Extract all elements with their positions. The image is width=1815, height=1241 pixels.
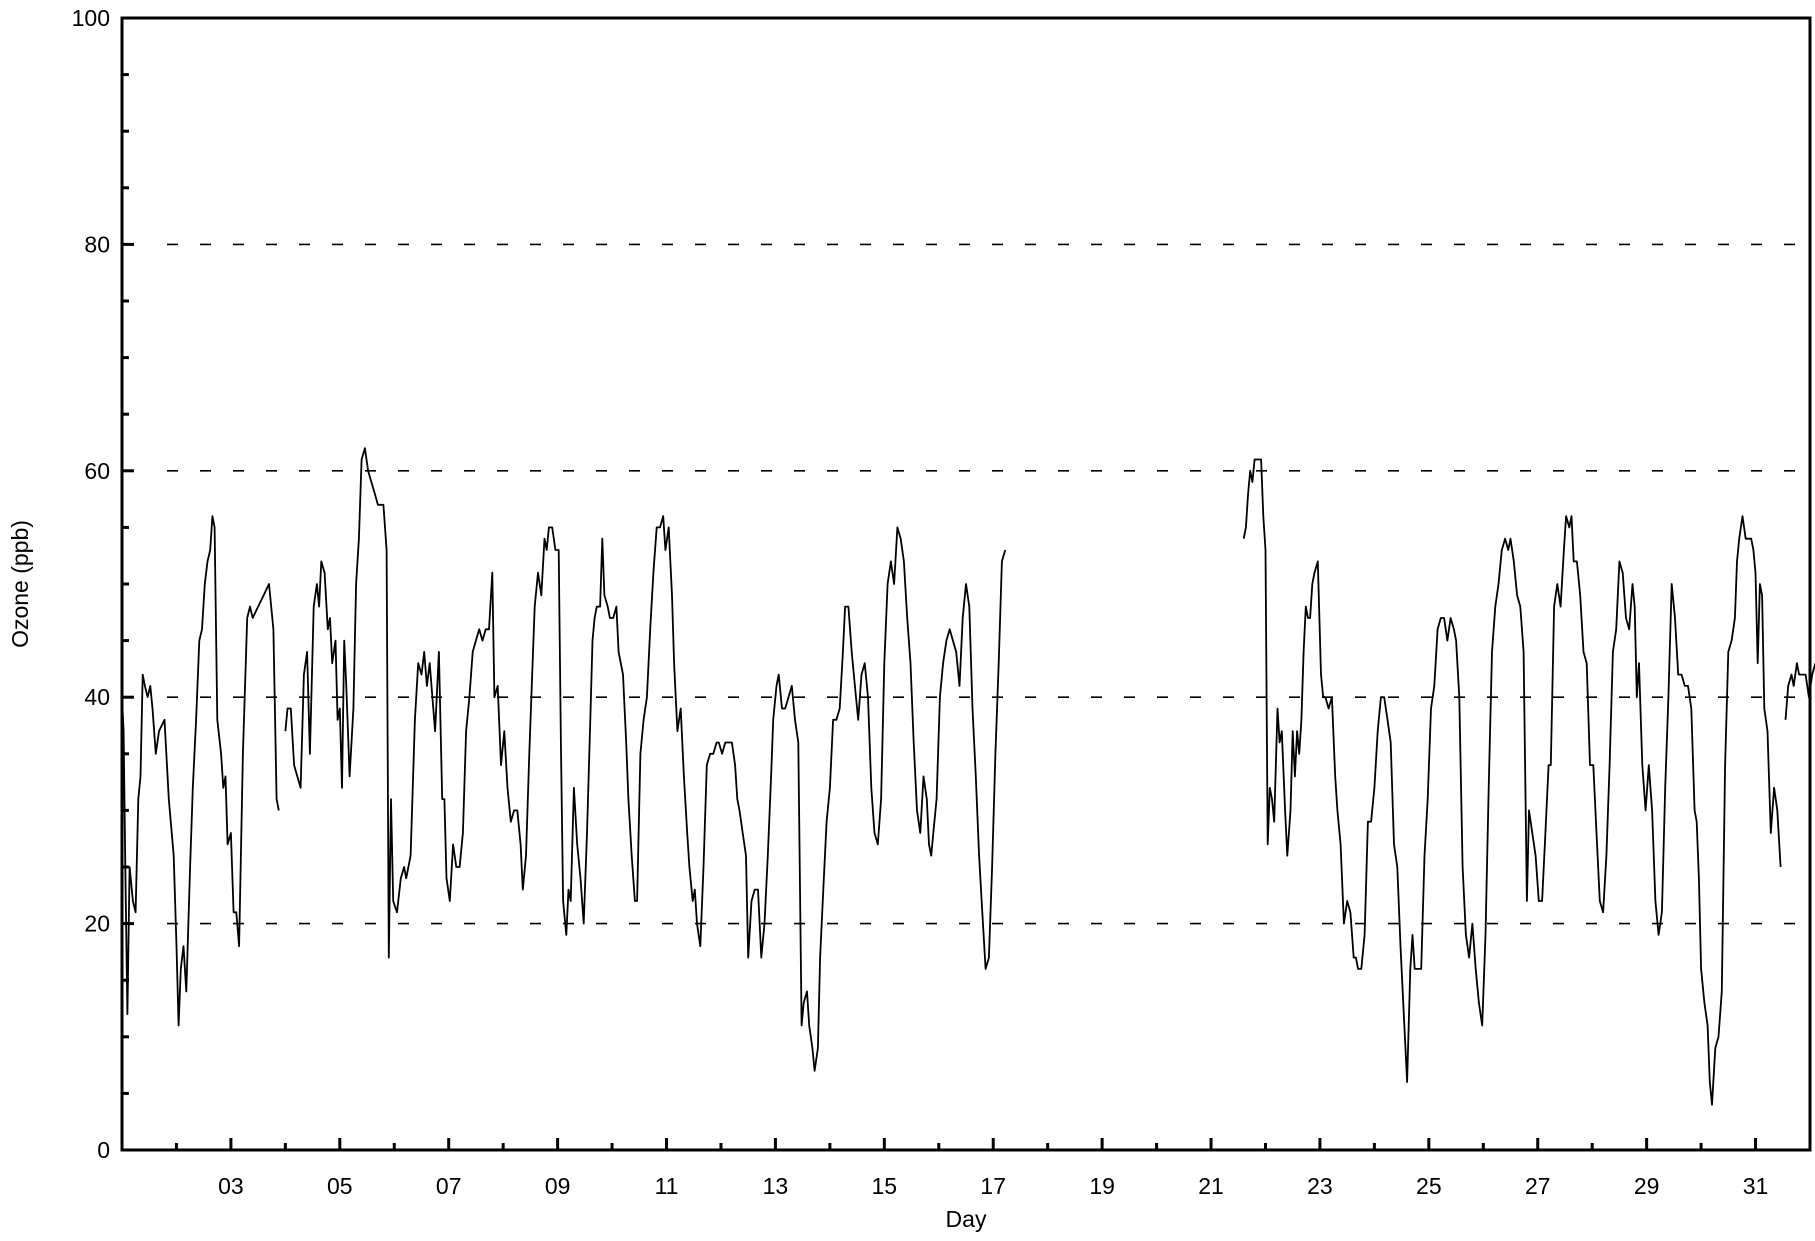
axis-ticks: [120, 16, 1812, 1152]
x-tick-label-05: 05: [327, 1173, 353, 1199]
x-tick-label-19: 19: [1089, 1173, 1115, 1199]
tick-labels: 0 20 40 60 80 100 03 05 07 09 11 13 15 17 19 21 23 25 27 29…: [72, 5, 1769, 1199]
x-tick-label-15: 15: [872, 1173, 898, 1199]
ozone-line-segment-2: [284, 447, 1007, 1072]
x-tick-label-09: 09: [545, 1173, 571, 1199]
x-tick-label-31: 31: [1743, 1173, 1769, 1199]
x-tick-label-11: 11: [655, 1173, 679, 1199]
y-tick-label-20: 20: [84, 911, 110, 937]
data-series: [121, 447, 1815, 1106]
y-tick-label-100: 100: [72, 5, 110, 31]
y-tick-label-40: 40: [84, 684, 110, 710]
x-tick-label-29: 29: [1634, 1173, 1660, 1199]
ozone-line-segment-3: [1242, 458, 1782, 1106]
y-tick-label-0: 0: [97, 1137, 110, 1163]
x-tick-label-17: 17: [980, 1173, 1006, 1199]
y-axis-title: Ozone (ppb): [7, 520, 33, 648]
ozone-line-segment-4: [1784, 662, 1815, 720]
x-tick-label-25: 25: [1416, 1173, 1442, 1199]
x-tick-label-03: 03: [218, 1173, 244, 1199]
ozone-line-segment-1: [121, 515, 280, 1027]
x-tick-label-27: 27: [1525, 1173, 1551, 1199]
x-tick-label-13: 13: [763, 1173, 789, 1199]
y-tick-label-60: 60: [84, 458, 110, 484]
y-tick-label-80: 80: [84, 231, 110, 257]
x-tick-label-07: 07: [436, 1173, 462, 1199]
gridlines: [167, 243, 1810, 925]
x-tick-label-23: 23: [1307, 1173, 1333, 1199]
x-axis-title: Day: [946, 1206, 987, 1232]
x-tick-label-21: 21: [1198, 1173, 1224, 1199]
